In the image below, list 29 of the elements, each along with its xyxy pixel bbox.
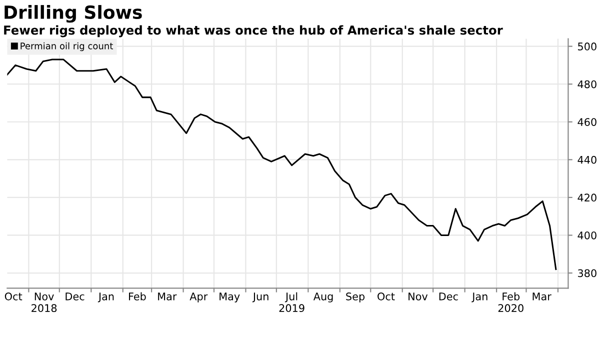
legend-label: Permian oil rig count xyxy=(20,42,113,52)
y-tick-label: 440 xyxy=(578,156,596,164)
x-tick-label: Dec xyxy=(439,292,458,300)
x-tick-label: Oct xyxy=(378,292,395,300)
y-tick-label: 460 xyxy=(578,118,596,126)
x-tick-label: Feb xyxy=(129,292,146,300)
x-tick-label: Nov 2018 xyxy=(32,292,57,312)
y-tick-label: 380 xyxy=(578,269,596,278)
x-tick-label: Mar xyxy=(158,292,177,300)
line-series xyxy=(7,58,557,270)
x-tick-label: Dec xyxy=(66,292,84,300)
x-tick-label: Jan xyxy=(472,292,488,302)
chart-title: Drilling Slows xyxy=(4,5,142,23)
y-tick-label: 480 xyxy=(578,80,596,88)
y-tick-label: 420 xyxy=(578,194,596,202)
x-tick-label: May xyxy=(220,292,240,302)
x-tick-label: Mar xyxy=(532,292,552,300)
x-tick-label: Sep xyxy=(346,292,365,302)
x-tick-label: Jul 2019 xyxy=(279,292,304,312)
x-tick-label: Feb 2020 xyxy=(498,292,524,312)
x-tick-label: Aug xyxy=(313,292,333,302)
y-tick-label: 500 xyxy=(578,42,596,50)
x-tick-label: Jan xyxy=(98,292,114,302)
y-tick-label: 400 xyxy=(578,231,596,240)
x-tick-label: Apr xyxy=(190,292,208,302)
x-tick-label: Jun xyxy=(252,292,268,302)
chart-subtitle: Fewer rigs deployed to what was once the hub of America's shale sector xyxy=(4,25,503,38)
x-tick-label: Oct xyxy=(4,292,22,300)
x-tick-label: Nov xyxy=(408,292,428,300)
